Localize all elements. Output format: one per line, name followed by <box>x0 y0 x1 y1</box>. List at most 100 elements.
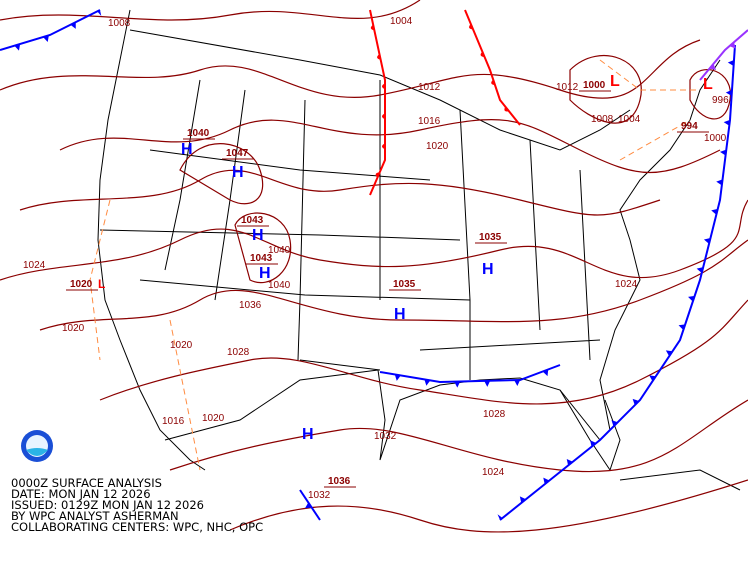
cold-front-triangle <box>14 43 21 51</box>
cold-front-triangle <box>70 22 76 29</box>
cold-front-triangle <box>519 496 526 503</box>
caption-issued: ISSUED: 0129Z MON JAN 12 2026 <box>11 498 204 512</box>
isobar-label: 1040 <box>268 245 291 256</box>
cold-front-triangle <box>719 149 727 156</box>
troughs <box>89 59 700 471</box>
cold-front-triangle <box>590 440 597 447</box>
isobar-label: 996 <box>712 95 729 106</box>
pressure-center-value: 1035 <box>393 279 416 290</box>
pressure-center-value: 1035 <box>479 232 502 243</box>
cold-front-triangle <box>725 89 733 96</box>
cold-front-triangle <box>497 514 503 520</box>
pressure-center-value: 1000 <box>583 80 606 91</box>
high-pressure-marker: H <box>181 141 193 158</box>
warm-front-north <box>369 9 386 196</box>
occluded-front <box>699 29 748 81</box>
pressure-center-value: 1036 <box>328 476 351 487</box>
cold-front-triangle <box>566 458 573 466</box>
warm-front-semicircle <box>469 23 474 30</box>
isobar-label: 1008 <box>108 18 131 29</box>
high-pressure-marker: H <box>259 265 271 282</box>
pressure-center-value: 1043 <box>250 253 273 264</box>
cold-front-triangle <box>665 350 673 357</box>
warm-front-semicircle <box>504 106 509 112</box>
warm-front-semicircle <box>491 79 496 86</box>
isobar-label: 1000 <box>704 133 727 144</box>
pressure-center-value: 994 <box>681 121 698 132</box>
isobar-label: 1036 <box>239 300 262 311</box>
isobar-label: 1016 <box>162 416 185 427</box>
cold-front-triangle <box>97 10 102 17</box>
canada-border <box>129 29 631 151</box>
isobar-label: 1004 <box>618 114 641 125</box>
high-pressure-marker: H <box>302 426 314 443</box>
mexico-border <box>164 369 379 441</box>
cold-front-triangle <box>632 398 640 406</box>
cold-front-triangle <box>543 477 550 485</box>
cold-front-triangle <box>696 267 704 273</box>
high-pressure-marker: H <box>252 227 264 244</box>
cold-front-triangle <box>424 379 431 386</box>
coastline-west <box>97 9 206 471</box>
isobar-label: 1020 <box>62 323 85 334</box>
pressure-center-values: 1040 1047 1043 1043 1035 1035 1020 1000 994 1036 <box>66 80 709 488</box>
cold-front-triangle <box>484 380 491 387</box>
warm-front-semicircle <box>370 24 375 31</box>
isobar-label: 1008 <box>591 114 614 125</box>
stationary-front-gulf <box>379 364 561 384</box>
isobar-label: 1012 <box>556 82 579 93</box>
cold-front-triangle <box>454 381 461 388</box>
caption-centers: COLLABORATING CENTERS: WPC, NHC, OPC <box>11 520 264 534</box>
warm-front-semicircle <box>382 143 385 150</box>
cold-front-east <box>499 44 736 521</box>
caption-title: 0000Z SURFACE ANALYSIS <box>11 476 162 490</box>
cold-front-triangle <box>727 59 735 66</box>
isobar-label: 1020 <box>170 340 193 351</box>
noaa-logo <box>21 430 53 462</box>
isobar-label: 1028 <box>227 347 250 358</box>
warm-front-semicircle <box>375 172 380 178</box>
warm-front-ne <box>464 9 521 126</box>
map-caption: 0000Z SURFACE ANALYSIS DATE: MON JAN 12 2… <box>11 476 264 534</box>
caption-date: DATE: MON JAN 12 2026 <box>11 487 151 501</box>
warm-front-semicircle <box>382 83 385 90</box>
cold-front-triangle <box>716 179 723 186</box>
high-pressure-marker: H <box>482 261 494 278</box>
low-pressure-marker: L <box>610 73 620 90</box>
isobar-label: 1012 <box>418 82 441 93</box>
cold-front-triangle <box>611 420 618 427</box>
isobar-label: 1024 <box>482 467 505 478</box>
high-pressure-marker: H <box>232 164 244 181</box>
low-pressure-marker: L <box>98 277 105 291</box>
cold-front-triangle <box>709 63 717 71</box>
cold-front-triangle <box>688 295 695 302</box>
warm-front-semicircle <box>382 113 385 120</box>
warm-front-semicircle <box>377 54 381 60</box>
cold-front-triangle <box>711 208 718 215</box>
pressure-center-value: 1043 <box>241 215 264 226</box>
isobar-label: 1032 <box>308 490 331 501</box>
isobar-label: 1004 <box>390 16 413 27</box>
cold-front-triangle <box>514 379 521 387</box>
isobar-label: 1040 <box>268 280 291 291</box>
cold-front-triangle <box>43 35 49 42</box>
high-pressure-marker: H <box>394 306 406 323</box>
cold-front-triangle <box>678 324 686 331</box>
isobar-label: 1028 <box>483 409 506 420</box>
isobar-labels: 1004 1012 1016 1020 1008 1012 1008 1004 996 1000 1… <box>23 16 729 501</box>
caption-analyst: BY WPC ANALYST ASHERMAN <box>11 509 179 523</box>
cold-front-triangle <box>649 375 656 382</box>
cold-front-triangle <box>394 374 401 381</box>
isobar-label: 1032 <box>374 431 397 442</box>
cold-front-triangle <box>723 119 731 126</box>
isobar-label: 1020 <box>202 413 225 424</box>
warm-front-semicircle <box>480 51 485 58</box>
coastline-gulf-east <box>377 59 721 461</box>
isobar-label: 1020 <box>426 141 449 152</box>
isobar-label: 1016 <box>418 116 441 127</box>
isobars <box>0 0 748 533</box>
low-pressure-marker: L <box>703 76 713 93</box>
cold-front-triangle <box>703 238 711 244</box>
